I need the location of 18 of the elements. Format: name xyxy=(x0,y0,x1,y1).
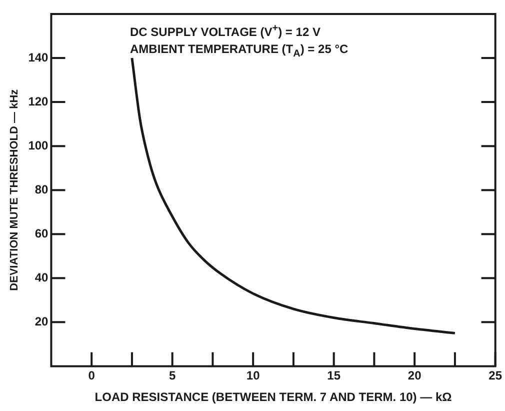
y-tick-label: 20 xyxy=(34,314,49,328)
line-series xyxy=(130,56,456,334)
x-tick-label: 10 xyxy=(246,368,260,383)
annotation: DC SUPPLY VOLTAGE (V$^{+}$) = 12 V xyxy=(130,22,322,41)
x-axis-title: LOAD RESISTANCE (BETWEEN TERM. 7 AND TERM. 10) — kΩ xyxy=(94,390,452,404)
y-axis-title: DEVIATION MUTE THRESHOLD — kHz xyxy=(8,88,21,291)
x-tick-label: 0 xyxy=(88,368,96,383)
x-tick-label: 5 xyxy=(168,368,176,383)
y-tick-label: 40 xyxy=(34,270,49,284)
annotation: AMBIENT TEMPERATURE (T$_{A}$) = 25 °C xyxy=(130,41,348,62)
y-tick-label: 60 xyxy=(34,226,49,240)
x-tick-label: 25 xyxy=(488,368,502,383)
y-tick-label: 100 xyxy=(28,138,49,152)
x-tick-label: 20 xyxy=(408,368,422,383)
x-tick-label: 15 xyxy=(327,368,341,383)
y-tick-label: 140 xyxy=(28,50,49,64)
y-tick-label: 80 xyxy=(34,182,49,196)
y-tick-label: 120 xyxy=(28,94,49,108)
